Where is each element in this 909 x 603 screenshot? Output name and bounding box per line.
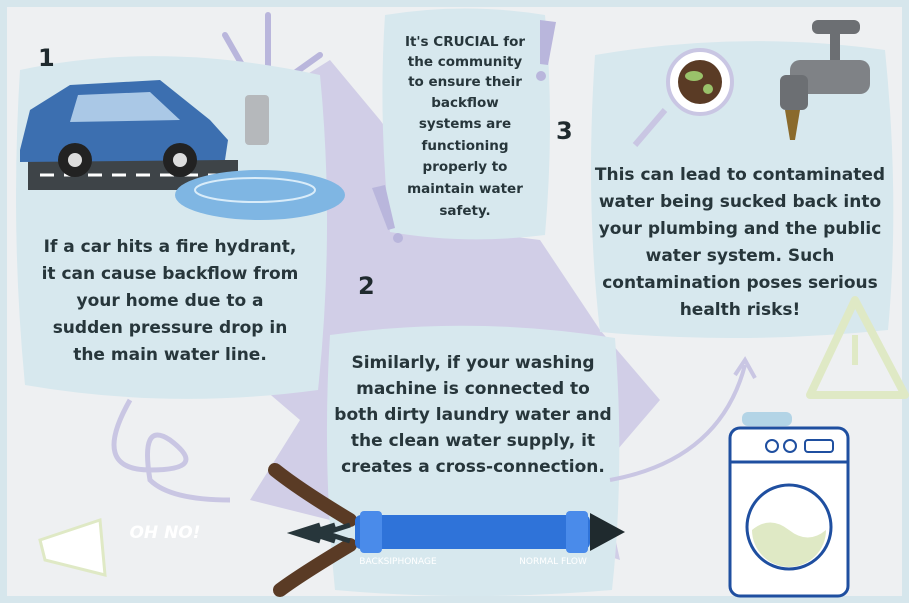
step-text: the clean water supply, it xyxy=(351,431,595,451)
pipe-label: BACKSIPHONAGE xyxy=(359,557,437,567)
step-text: water being sucked back into xyxy=(599,192,881,212)
step-text: sudden pressure drop in xyxy=(53,318,288,338)
callout-text: systems are xyxy=(419,116,511,132)
callout-text: maintain water xyxy=(407,181,523,197)
callout-text: the community xyxy=(408,54,523,70)
step-text: both dirty laundry water and xyxy=(334,405,611,425)
step-text: water system. Such xyxy=(646,246,835,266)
callout-text: backflow xyxy=(431,95,499,111)
callout-text: properly to xyxy=(423,159,508,175)
pipe-label: NORMAL FLOW xyxy=(519,557,587,567)
step-text: it can cause backflow from xyxy=(42,264,299,284)
callout-text: functioning xyxy=(422,138,509,154)
callout-text: safety. xyxy=(439,203,490,219)
callout-text: It's CRUCIAL for xyxy=(405,34,525,50)
step-text: If a car hits a fire hydrant, xyxy=(44,237,297,257)
callout-text: to ensure their xyxy=(408,74,522,90)
exclamation-text: OH NO! xyxy=(129,523,200,543)
infographic: 1 If a car hits a fire hydrant, it can c… xyxy=(0,0,909,603)
step-text: health risks! xyxy=(680,300,801,320)
step-text: This can lead to contaminated xyxy=(595,165,885,185)
step-text: the main water line. xyxy=(73,345,267,365)
step-text: machine is connected to xyxy=(356,379,590,399)
step-number: 3 xyxy=(556,117,573,145)
step-text: creates a cross-connection. xyxy=(341,457,605,477)
washing-machine xyxy=(730,412,848,596)
step-text: Similarly, if your washing xyxy=(351,353,594,373)
step-text: contamination poses serious xyxy=(602,273,878,293)
step-text: your home due to a xyxy=(76,291,263,311)
step-number: 2 xyxy=(358,272,375,300)
step-number: 1 xyxy=(38,44,55,72)
step-text: your plumbing and the public xyxy=(599,219,882,239)
